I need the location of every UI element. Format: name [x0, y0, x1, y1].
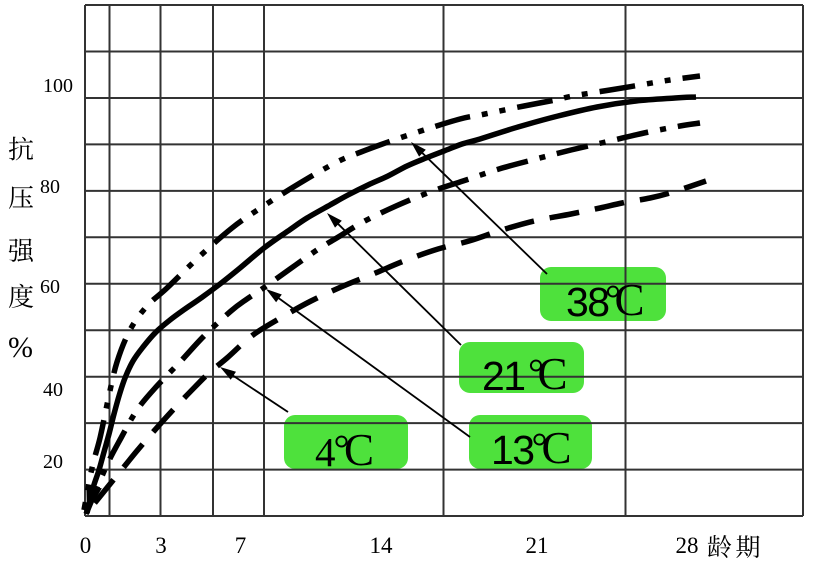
svg-text:13: 13 — [491, 427, 534, 473]
svg-text:14: 14 — [370, 533, 394, 558]
svg-text:40: 40 — [43, 379, 63, 401]
svg-text:4: 4 — [315, 429, 336, 475]
svg-text:38: 38 — [566, 279, 609, 325]
svg-text:100: 100 — [43, 75, 73, 97]
svg-text:°: ° — [334, 426, 350, 471]
svg-text:C: C — [542, 423, 572, 473]
svg-text:C: C — [615, 275, 645, 325]
svg-text:3: 3 — [155, 533, 167, 558]
svg-text:°: ° — [528, 350, 544, 395]
svg-text:°: ° — [605, 276, 621, 321]
svg-text:21: 21 — [482, 353, 525, 399]
svg-text:20: 20 — [43, 451, 63, 473]
svg-text:C: C — [538, 349, 568, 399]
svg-text:28: 28 — [676, 533, 699, 558]
svg-text:7: 7 — [235, 533, 247, 558]
svg-text:0: 0 — [80, 533, 92, 558]
svg-text:°: ° — [532, 424, 548, 469]
svg-text:21: 21 — [526, 533, 549, 558]
svg-text:60: 60 — [40, 276, 60, 298]
svg-text:80: 80 — [40, 176, 60, 198]
svg-text:C: C — [344, 425, 374, 475]
svg-text:%: % — [8, 331, 33, 364]
